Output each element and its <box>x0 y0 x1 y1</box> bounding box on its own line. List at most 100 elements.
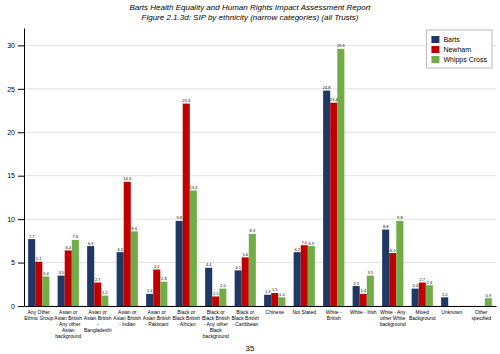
bar-series <box>42 49 492 306</box>
bar <box>426 285 433 306</box>
bar <box>94 283 101 306</box>
bar <box>35 262 42 306</box>
bar <box>42 276 49 306</box>
x-tick-label-line: Ethnic Group <box>24 315 53 321</box>
y-tick-label: 20 <box>7 129 15 136</box>
bar <box>419 283 426 306</box>
data-label: 4.2 <box>154 264 160 269</box>
bar <box>367 276 374 306</box>
data-label: 5.6 <box>242 252 248 257</box>
bar <box>478 306 485 307</box>
grid-line <box>24 45 496 46</box>
bar <box>58 276 65 306</box>
bar <box>471 306 478 307</box>
data-label: 5.1 <box>36 256 42 261</box>
x-tick-label-line: Unknown <box>441 309 462 315</box>
data-label: 7.7 <box>29 234 35 239</box>
legend-swatch <box>431 56 439 63</box>
legend-swatch <box>431 46 439 53</box>
x-tick: Chinese <box>266 309 285 315</box>
data-label: 1.0 <box>442 292 448 297</box>
y-tick-mark <box>18 45 24 46</box>
bar <box>235 270 242 306</box>
x-tick: Otherspecified <box>471 309 491 321</box>
x-tick-label: Asian orAsian British- Any otherAsianbac… <box>54 309 82 339</box>
bar <box>396 221 403 306</box>
data-label: 13.3 <box>189 185 198 190</box>
data-labels: 7.73.56.96.21.49.84.44.11.36.224.82.38.8… <box>29 43 492 297</box>
x-tick-label-line: - African <box>177 321 196 327</box>
y-tick-mark <box>18 306 24 307</box>
x-tick-label: White - Anyother Whitebackground <box>380 309 406 327</box>
data-label: 9.8 <box>176 215 182 220</box>
bar-series <box>28 91 448 306</box>
data-label: 2.3 <box>353 281 359 286</box>
x-tick: Asian orAsian British- Any otherAsianbac… <box>54 309 82 339</box>
legend-box <box>426 30 492 68</box>
data-label: 8.6 <box>132 226 138 231</box>
x-tick-label-line: background <box>203 333 229 339</box>
bar <box>249 234 256 306</box>
x-tick-label-line: background <box>380 321 406 327</box>
y-tick: 30 <box>7 42 24 49</box>
data-label: 1.2 <box>102 290 108 295</box>
bar <box>87 246 94 306</box>
legend-swatch <box>431 36 439 43</box>
bar <box>72 240 79 306</box>
bar <box>294 252 301 306</box>
x-tick-label-line: British <box>327 315 341 321</box>
data-label: 3.5 <box>58 270 64 275</box>
x-tick-label: White -British <box>326 309 342 321</box>
legend-label: Whipps Cross <box>443 56 487 64</box>
data-label: 6.4 <box>65 245 71 250</box>
bar <box>330 103 337 306</box>
x-tick-label-line: - Indian <box>119 321 136 327</box>
data-label: 1.5 <box>272 287 278 292</box>
bar <box>28 239 35 306</box>
data-label: 2.0 <box>220 283 226 288</box>
data-label: 7.0 <box>301 240 307 245</box>
x-tick-label-line: - Caribbean <box>232 321 258 327</box>
x-axis: Any OtherEthnic GroupAsian orAsian Briti… <box>24 307 496 339</box>
x-tick-label: White - Irish <box>350 309 377 315</box>
grid-line <box>24 132 496 133</box>
bar <box>448 306 455 307</box>
legend: BartsNewhamWhipps Cross <box>426 30 492 68</box>
x-tick: Unknown <box>441 309 462 315</box>
bar <box>301 245 308 306</box>
data-label: 1.0 <box>279 292 285 297</box>
bar <box>271 293 278 306</box>
x-tick: Asian orAsian British-Bangladeshi <box>84 309 112 333</box>
bar <box>412 289 419 306</box>
bar <box>485 298 492 306</box>
x-tick-label: Asian orAsian British- Pakistani <box>143 309 171 327</box>
x-tick: White - Irish <box>350 309 377 315</box>
bar <box>205 268 212 306</box>
data-label: 6.9 <box>309 241 315 246</box>
y-tick: 15 <box>7 172 24 179</box>
data-label: 1.3 <box>265 289 271 294</box>
x-tick: White -British <box>326 309 342 321</box>
data-label: 4.4 <box>206 262 212 267</box>
bar <box>212 296 219 306</box>
grid-line <box>24 262 496 263</box>
bar <box>389 253 396 306</box>
data-label: 6.2 <box>294 247 300 252</box>
bar <box>382 230 389 306</box>
subtitle: Figure 2.1.3d: SIP by ethnicity (narrow … <box>142 13 359 22</box>
x-tick: Asian orAsian British- Indian <box>113 309 141 327</box>
grid-line <box>24 175 496 176</box>
y-axis-line <box>24 29 25 307</box>
x-tick-label: Any OtherEthnic Group <box>24 309 53 321</box>
bar <box>441 297 448 306</box>
x-tick-label-line: specified <box>471 315 491 321</box>
x-tick-label-line: background <box>55 333 81 339</box>
y-tick-label: 30 <box>7 42 15 49</box>
data-label: 23.4 <box>330 97 339 102</box>
y-tick: 5 <box>11 259 24 266</box>
bar <box>455 306 462 307</box>
x-tick-label-line: White - Irish <box>350 309 377 315</box>
bar <box>131 231 138 306</box>
x-tick-label: Asian orAsian British-Bangladeshi <box>84 309 112 333</box>
bar <box>264 295 271 306</box>
